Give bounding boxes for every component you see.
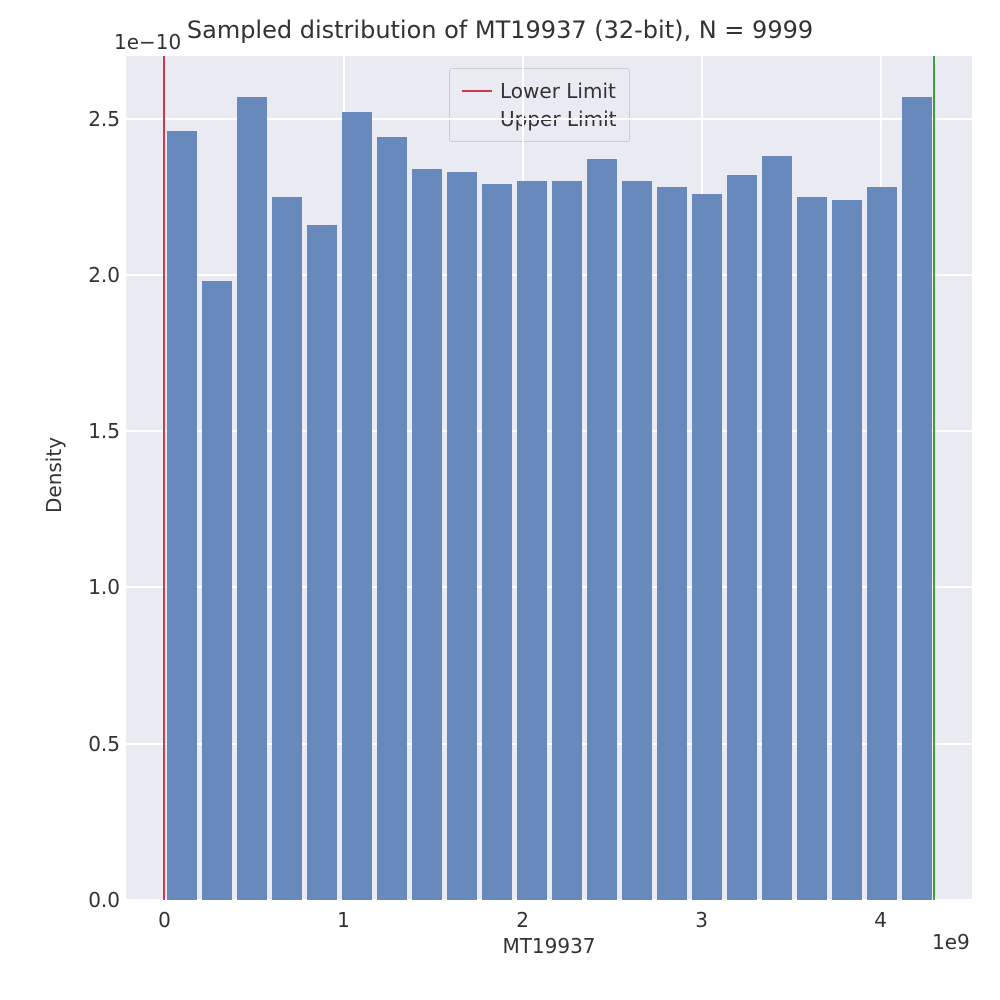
histogram-bar xyxy=(307,225,338,900)
histogram-bar xyxy=(902,97,933,900)
y-tick-label: 2.5 xyxy=(80,107,120,131)
histogram-bar xyxy=(727,175,758,900)
legend-item: Lower Limit xyxy=(462,77,617,105)
x-tick-label: 4 xyxy=(874,908,887,932)
y-tick-label: 2.0 xyxy=(80,263,120,287)
histogram-bar xyxy=(342,112,373,900)
histogram-bar xyxy=(797,197,828,900)
histogram-bar xyxy=(377,137,408,900)
legend-color-line xyxy=(462,90,492,92)
x-tick-label: 1 xyxy=(337,908,350,932)
x-tick-label: 3 xyxy=(695,908,708,932)
figure: Sampled distribution of MT19937 (32-bit)… xyxy=(0,0,1000,1000)
x-axis-label: MT19937 xyxy=(126,934,972,958)
histogram-bar xyxy=(447,172,478,900)
histogram-bar xyxy=(622,181,653,900)
y-axis-offset-text: 1e−10 xyxy=(114,30,181,54)
legend: Lower LimitUpper Limit xyxy=(449,68,630,142)
histogram-bar xyxy=(202,281,233,900)
plot-area: Lower LimitUpper Limit xyxy=(126,56,972,900)
histogram-bar xyxy=(692,194,723,900)
x-tick-label: 2 xyxy=(516,908,529,932)
histogram-bar xyxy=(482,184,513,900)
histogram-bar xyxy=(517,181,548,900)
y-tick-label: 0.0 xyxy=(80,888,120,912)
y-tick-label: 0.5 xyxy=(80,732,120,756)
histogram-bar xyxy=(762,156,793,900)
histogram-bar xyxy=(552,181,583,900)
limit-line xyxy=(163,56,165,900)
x-tick-label: 0 xyxy=(158,908,171,932)
y-axis-label: Density xyxy=(42,437,66,513)
histogram-bar xyxy=(657,187,688,900)
y-tick-label: 1.5 xyxy=(80,419,120,443)
histogram-bar xyxy=(412,169,443,900)
y-tick-label: 1.0 xyxy=(80,575,120,599)
histogram-bar xyxy=(587,159,618,900)
histogram-bar xyxy=(832,200,863,900)
histogram-bar xyxy=(272,197,303,900)
histogram-bar xyxy=(867,187,898,900)
limit-line xyxy=(933,56,935,900)
histogram-bar xyxy=(167,131,198,900)
histogram-bar xyxy=(237,97,268,900)
legend-label: Lower Limit xyxy=(500,79,616,103)
